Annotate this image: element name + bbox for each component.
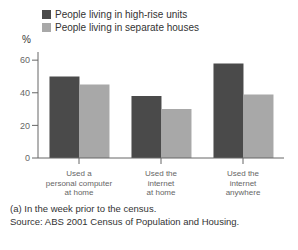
html-text:Source: ABS 2001 Census of Pop: Source: ABS 2001 Census of Population an… — [10, 216, 240, 227]
svg-text:40: 40 — [20, 88, 30, 98]
svg-text:60: 60 — [20, 55, 30, 65]
html-text:(a) In the week prior to the c: (a) In the week prior to the census. — [10, 203, 157, 214]
svg-text:20: 20 — [20, 121, 30, 131]
svg-text:Used apersonal computerat home: Used apersonal computerat home — [46, 169, 113, 197]
svg-text:Used theinternetat home: Used theinternetat home — [145, 169, 178, 197]
svg-text:0: 0 — [25, 153, 30, 163]
svg-text:Used theinternetanywhere: Used theinternetanywhere — [226, 169, 261, 197]
html-text:People living in separate hous: People living in separate houses — [55, 22, 199, 33]
html-text:People living in high-rise uni: People living in high-rise units — [55, 9, 188, 20]
